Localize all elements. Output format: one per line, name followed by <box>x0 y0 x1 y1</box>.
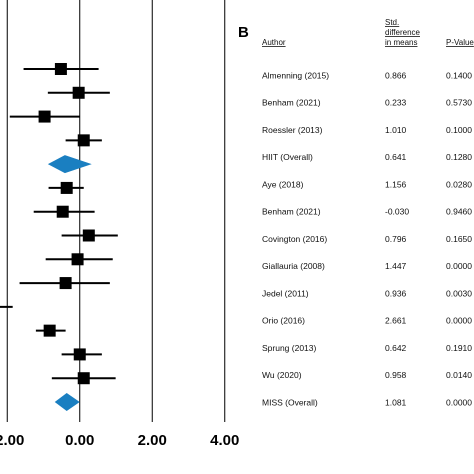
summary-diamond <box>54 393 80 411</box>
estimate-square <box>56 205 69 218</box>
table-cell: Almenning (2015) <box>262 70 329 80</box>
summary-diamond <box>47 155 92 174</box>
estimate-square <box>71 253 84 266</box>
table-cell: 0.642 <box>385 343 407 353</box>
estimate-square <box>77 372 90 385</box>
column-header: difference <box>385 28 421 37</box>
column-header: P-Value <box>446 38 474 47</box>
table-cell: 0.641 <box>385 152 407 162</box>
panel-label: B <box>238 24 249 41</box>
table-cell: MISS (Overall) <box>262 397 318 407</box>
table-cell: 0.0000 <box>446 316 472 326</box>
estimate-square <box>43 324 56 337</box>
table-cell: 1.447 <box>385 261 407 271</box>
table-cell: 0.9460 <box>446 207 472 217</box>
table-cell: Orio (2016) <box>262 316 305 326</box>
table-cell: Giallauria (2008) <box>262 261 325 271</box>
table-cell: Covington (2016) <box>262 234 327 244</box>
table-cell: 1.010 <box>385 125 407 135</box>
estimate-square <box>59 277 72 290</box>
table-cell: -0.030 <box>385 207 409 217</box>
estimate-square <box>77 134 90 147</box>
forest-plot <box>0 0 226 422</box>
x-tick-label: -2.00 <box>0 432 24 449</box>
x-tick-label: 2.00 <box>138 432 167 449</box>
table-cell: Roessler (2013) <box>262 125 323 135</box>
table-cell: 0.1000 <box>446 125 472 135</box>
table-cell: 1.156 <box>385 179 407 189</box>
x-tick-label: 4.00 <box>210 432 239 449</box>
table-cell: Benham (2021) <box>262 98 321 108</box>
table-cell: 0.0000 <box>446 397 472 407</box>
estimate-square <box>60 181 73 194</box>
table-cell: 2.661 <box>385 316 407 326</box>
table-cell: 0.1910 <box>446 343 472 353</box>
table-cell: 0.0140 <box>446 370 472 380</box>
estimate-square <box>54 63 67 75</box>
column-header: Std. <box>385 18 399 27</box>
table-cell: 0.1280 <box>446 152 472 162</box>
estimate-square <box>72 86 85 99</box>
x-tick-label: 0.00 <box>65 432 94 449</box>
estimate-square <box>73 348 86 361</box>
table-cell: 0.796 <box>385 234 407 244</box>
table-cell: 1.081 <box>385 397 407 407</box>
estimate-square <box>82 229 95 242</box>
table-cell: Aye (2018) <box>262 179 304 189</box>
table-cell: 0.866 <box>385 70 407 80</box>
table-cell: Wu (2020) <box>262 370 302 380</box>
table-cell: HIIT (Overall) <box>262 152 313 162</box>
table-cell: Jedel (2011) <box>262 288 309 298</box>
table-cell: 0.0030 <box>446 288 472 298</box>
estimate-square <box>38 110 51 123</box>
table-cell: 0.958 <box>385 370 407 380</box>
table-cell: 0.233 <box>385 98 407 108</box>
column-header: in means <box>385 38 417 47</box>
table-cell: 0.1650 <box>446 234 472 244</box>
table-cell: 0.936 <box>385 288 407 298</box>
column-header: Author <box>262 38 286 47</box>
table-cell: 0.1400 <box>446 70 472 80</box>
table-cell: 0.0000 <box>446 261 472 271</box>
table-cell: Benham (2021) <box>262 207 321 217</box>
table-cell: 0.0280 <box>446 179 472 189</box>
table-cell: 0.5730 <box>446 98 472 108</box>
table-cell: Sprung (2013) <box>262 343 317 353</box>
